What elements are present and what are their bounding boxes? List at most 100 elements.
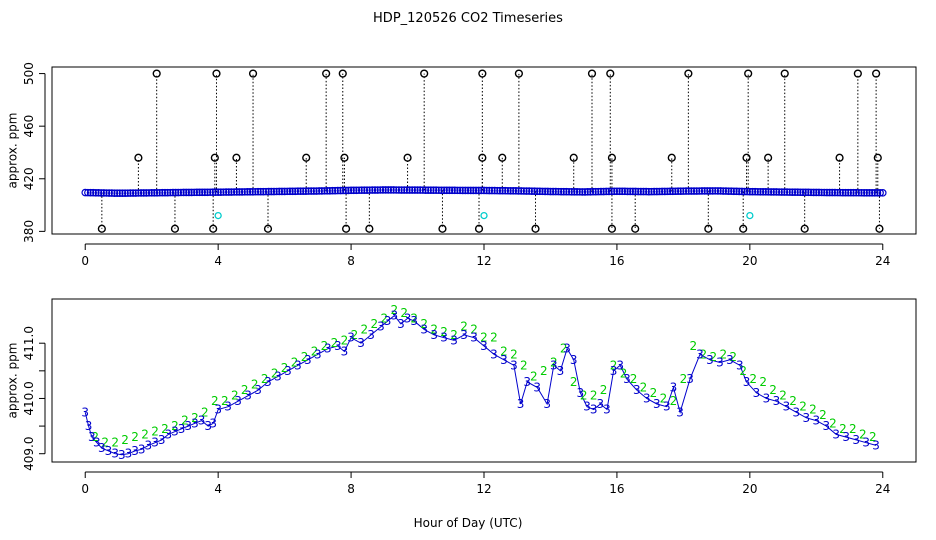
baseline-point: [841, 188, 850, 197]
baseline-point: [224, 188, 233, 196]
baseline-point: [121, 189, 129, 197]
baseline-point: [333, 186, 342, 195]
series-3-marker: 3: [264, 375, 272, 389]
baseline-point: [238, 188, 246, 196]
outlier-point: [800, 224, 809, 233]
baseline-point: [134, 189, 143, 197]
series-3-marker: 3: [254, 383, 262, 397]
series-3-marker: 3: [773, 394, 781, 408]
outlier-point: [631, 224, 640, 233]
series-2-marker: 2: [191, 411, 199, 425]
series-2-marker: 2: [859, 427, 867, 441]
baseline-point: [211, 188, 220, 197]
series-2-marker: 2: [311, 344, 319, 358]
series-3-marker: 3: [234, 394, 242, 408]
baseline-point: [751, 187, 759, 196]
baseline-point: [161, 188, 169, 197]
series-3-marker: 3: [384, 314, 392, 328]
top-y-tick-label: 420: [22, 167, 36, 190]
series-2-marker: 2: [580, 389, 588, 403]
series-3-line: [84, 314, 877, 456]
outlier-point: [606, 69, 615, 78]
outlier-point: [97, 224, 106, 233]
baseline-point: [634, 187, 642, 196]
baseline-point: [613, 187, 621, 196]
baseline-point: [530, 187, 539, 196]
series-3-marker: 3: [341, 344, 349, 358]
baseline-point: [485, 186, 494, 195]
outlier-point: [420, 69, 429, 78]
baseline-point: [679, 187, 688, 195]
series-3-marker: 3: [171, 425, 179, 439]
baseline-point: [863, 188, 871, 197]
baseline-point: [363, 186, 371, 194]
baseline-point: [477, 186, 486, 195]
baseline-point: [461, 186, 470, 195]
baseline-point: [365, 186, 374, 194]
series-2-marker: 2: [660, 391, 668, 405]
baseline-point: [687, 187, 696, 195]
baseline-point: [166, 188, 175, 197]
baseline-point: [400, 186, 409, 194]
outlier-point: [134, 153, 143, 162]
series-2-marker: 2: [789, 394, 797, 408]
baseline-point: [458, 186, 467, 195]
series-2-marker: 2: [670, 394, 678, 408]
top-y-tick-label: 380: [22, 220, 36, 243]
baseline-point: [376, 186, 385, 194]
bottom-panel: approx. ppm 0 4 8 12 16 20 24 409.0 410.0 411.0 2…: [6, 298, 917, 496]
baseline-point: [105, 189, 113, 197]
bottom-x-tick-label: 24: [875, 482, 890, 496]
baseline-point: [219, 188, 228, 196]
series-3-marker: 3: [88, 430, 96, 444]
series-3-marker: 3: [131, 444, 139, 458]
baseline-point: [243, 188, 252, 196]
series-3-marker: 3: [753, 386, 761, 400]
baseline-point: [232, 188, 241, 196]
series-3-marker: 3: [872, 438, 880, 452]
series-2-marker: 2: [121, 433, 129, 447]
baseline-point: [785, 188, 794, 196]
baseline-point: [294, 187, 302, 196]
baseline-point: [264, 187, 273, 196]
baseline-point: [528, 187, 536, 195]
top-x-tick-label: 16: [609, 254, 624, 268]
baseline-point: [583, 188, 592, 196]
baseline-point: [799, 188, 807, 197]
baseline-point: [831, 188, 839, 197]
series-2-marker: 2: [131, 430, 139, 444]
baseline-point: [270, 187, 278, 196]
series-2-marker: 2: [500, 344, 508, 358]
baseline-point: [450, 186, 459, 195]
series-3-marker: 3: [676, 405, 684, 419]
baseline-point: [177, 188, 185, 197]
baseline-point: [735, 187, 744, 196]
baseline-point: [137, 189, 145, 197]
baseline-point: [341, 186, 350, 195]
baseline-point: [698, 187, 706, 195]
baseline-point: [251, 187, 260, 196]
outlier-point: [152, 69, 161, 78]
series-3-marker: 3: [347, 331, 355, 345]
series-2-marker: 2: [849, 422, 857, 436]
top-x-tick-label: 24: [875, 254, 890, 268]
series-3-marker: 3: [783, 400, 791, 414]
series-3-marker: 3: [93, 436, 101, 450]
baseline-point: [692, 187, 701, 195]
series-2-marker: 2: [829, 416, 837, 430]
baseline-point: [783, 188, 791, 196]
series-2-marker: 2: [560, 342, 568, 356]
series-2-marker: 2: [729, 350, 737, 364]
baseline-point: [714, 187, 722, 195]
baseline-point: [432, 186, 440, 195]
bottom-x-tick-label: 20: [742, 482, 757, 496]
outlier-point: [780, 69, 789, 78]
baseline-point: [84, 188, 92, 197]
bottom-marks: 2 2 2 2 2 2 2 2 2 2 2 22 2 2 2 2 2 2 2 2 2 2 2 2 2 2 2 2 22 2 2 2 2 2 22 22…: [81, 303, 880, 462]
baseline-point: [405, 186, 414, 194]
series-3-marker: 3: [98, 441, 106, 455]
series-2-marker: 2: [719, 347, 727, 361]
series-3-marker: 3: [577, 386, 585, 400]
series-3-marker: 3: [812, 414, 820, 428]
baseline-point: [637, 187, 645, 196]
